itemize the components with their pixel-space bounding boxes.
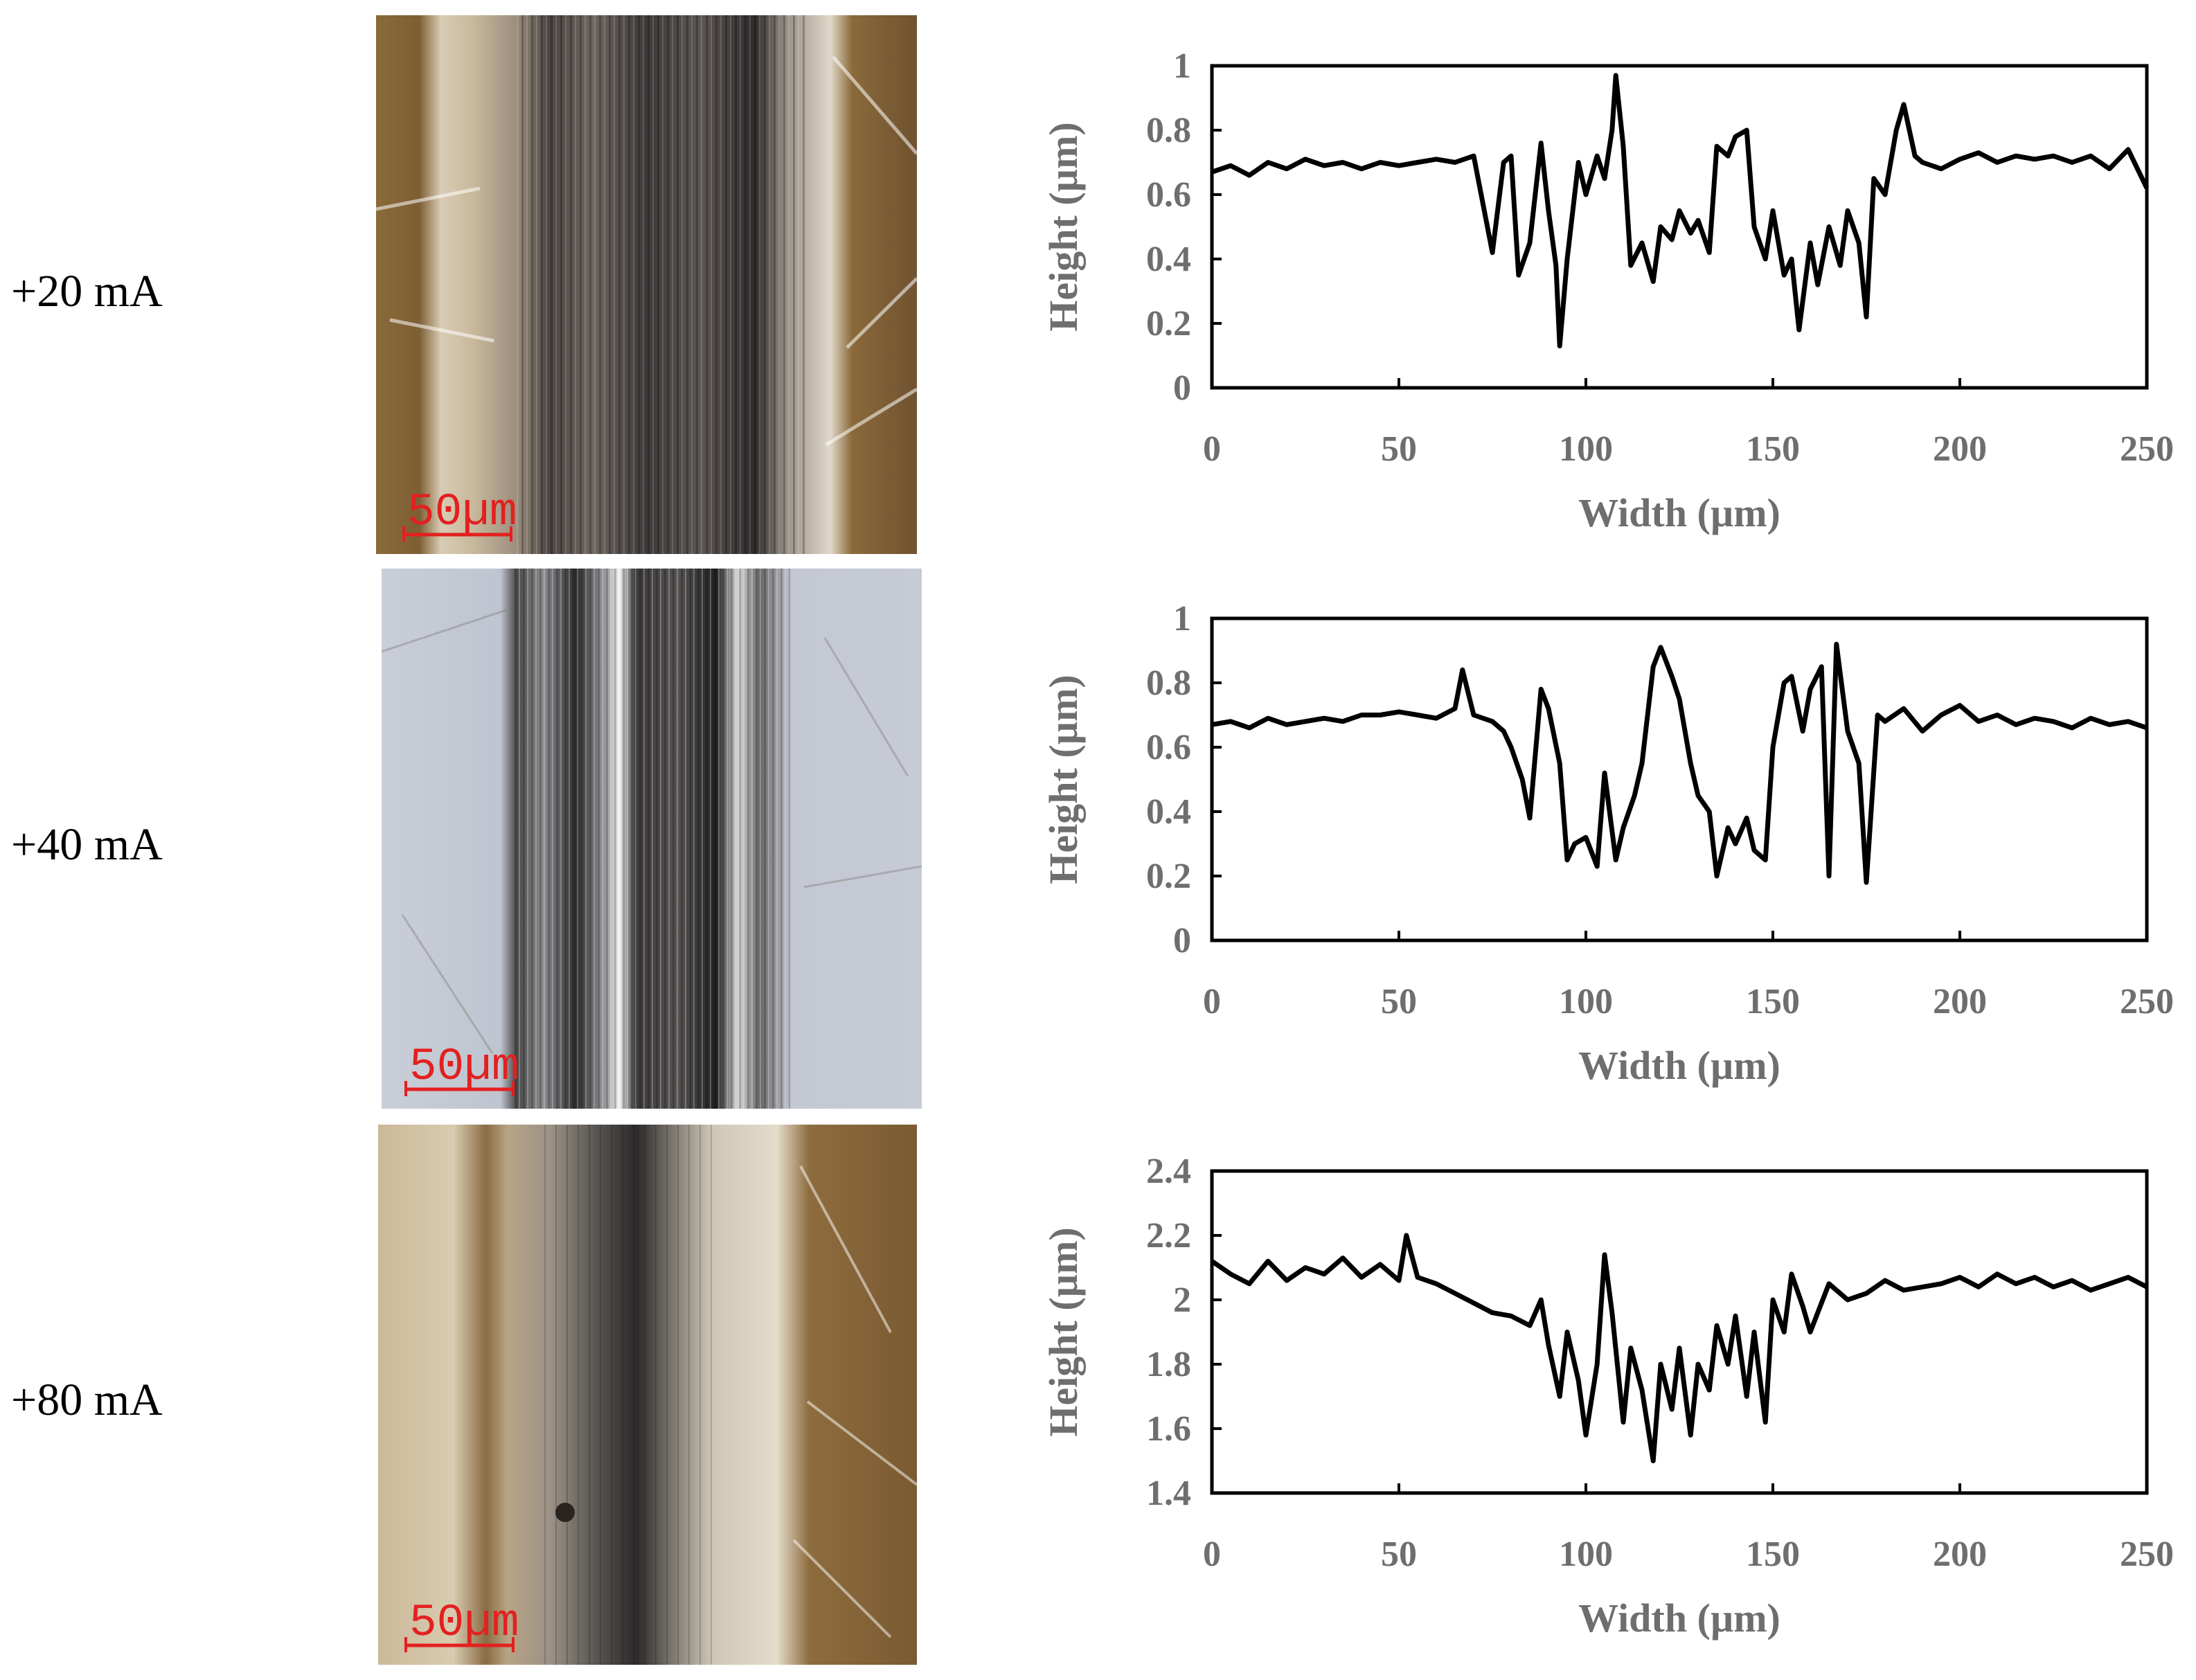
y-tick-label: 0.6 <box>1146 175 1191 215</box>
x-tick-label: 50 <box>1381 1535 1417 1574</box>
y-axis-title: Height (µm) <box>1041 674 1086 884</box>
height-profile-line <box>1211 1233 2148 1463</box>
x-tick-label: 150 <box>1746 429 1800 469</box>
x-tick-label: 0 <box>1203 429 1221 469</box>
x-tick-label: 0 <box>1203 1535 1221 1574</box>
y-tick-label: 1.6 <box>1146 1409 1191 1449</box>
y-tick-label: 0.8 <box>1146 663 1191 703</box>
x-tick-label: 250 <box>2120 1535 2174 1574</box>
y-tick-label: 0 <box>1173 368 1191 408</box>
scale-bar-label-40ma: 50µm <box>409 1041 519 1093</box>
y-tick-label: 0.8 <box>1146 111 1191 150</box>
height-profile-line <box>1211 641 2148 885</box>
x-tick-label: 0 <box>1203 982 1221 1021</box>
y-tick-label: 2 <box>1173 1280 1191 1320</box>
x-tick-label: 100 <box>1559 1535 1613 1574</box>
height-profile-chart-80ma: 0 50 100 150 200 250 1.4 1.6 1.8 2 2.2 2.4 Width (µm… <box>1025 1133 2195 1659</box>
y-tick-label: 0.2 <box>1146 857 1191 896</box>
x-tick-label: 150 <box>1746 1535 1800 1574</box>
height-profile-chart-40ma: 0 50 100 150 200 250 0 0.2 0.4 0.6 0.8 1 Width (µm) H… <box>1025 580 2195 1107</box>
micrograph-20ma: 50µm <box>376 15 917 554</box>
y-tick-label: 0.6 <box>1146 728 1191 767</box>
y-tick-label: 2.2 <box>1146 1216 1191 1255</box>
x-axis-title: Width (µm) <box>1578 1596 1780 1641</box>
height-profile-chart-20ma: 0 50 100 150 200 250 0 0.2 0.4 0.6 0.8 1 Width (µm) H… <box>1025 28 2195 554</box>
y-tick-label: 0.4 <box>1146 792 1191 832</box>
y-tick-label: 1.8 <box>1146 1345 1191 1384</box>
y-tick-label: 2.4 <box>1146 1152 1191 1191</box>
y-tick-label: 0.2 <box>1146 304 1191 343</box>
chart-svg-1: 0 50 100 150 200 250 0 0.2 0.4 0.6 0.8 1 Width (µm) H… <box>1041 46 2174 535</box>
x-tick-label: 50 <box>1381 982 1417 1021</box>
scale-bar-label-80ma: 50µm <box>409 1597 519 1649</box>
x-tick-label: 150 <box>1746 982 1800 1021</box>
row-label-40ma: +40 mA <box>11 819 163 870</box>
x-tick-label: 200 <box>1933 1535 1987 1574</box>
y-tick-label: 1.4 <box>1146 1474 1191 1513</box>
y-tick-label: 0 <box>1173 921 1191 960</box>
height-profile-line <box>1211 73 2150 349</box>
micrograph-80ma: 50µm <box>378 1125 917 1665</box>
plot-frame <box>1210 64 2149 390</box>
x-tick-label: 200 <box>1933 429 1987 469</box>
chart-svg-3: 0 50 100 150 200 250 1.4 1.6 1.8 2 2.2 2.4 Width (µm… <box>1041 1152 2174 1641</box>
x-tick-label: 50 <box>1381 429 1417 469</box>
row-label-20ma: +20 mA <box>11 266 163 316</box>
y-tick-label: 1 <box>1173 46 1191 86</box>
y-axis-title: Height (µm) <box>1041 122 1086 331</box>
x-tick-label: 250 <box>2120 982 2174 1021</box>
x-tick-label: 200 <box>1933 982 1987 1021</box>
x-tick-label: 250 <box>2120 429 2174 469</box>
y-axis-title: Height (µm) <box>1041 1227 1086 1436</box>
x-axis-title: Width (µm) <box>1578 1043 1780 1088</box>
micrograph-40ma: 50µm <box>382 569 922 1109</box>
plot-frame <box>1210 616 2149 942</box>
row-label-80ma: +80 mA <box>11 1375 163 1425</box>
x-tick-label: 100 <box>1559 429 1613 469</box>
y-tick-label: 1 <box>1173 599 1191 638</box>
x-tick-label: 100 <box>1559 982 1613 1021</box>
x-axis-title: Width (µm) <box>1578 490 1780 535</box>
plot-frame <box>1210 1169 2149 1495</box>
scale-bar-label-20ma: 50µm <box>407 486 517 538</box>
chart-svg-2: 0 50 100 150 200 250 0 0.2 0.4 0.6 0.8 1 Width (µm) H… <box>1041 599 2174 1088</box>
y-tick-label: 0.4 <box>1146 240 1191 279</box>
